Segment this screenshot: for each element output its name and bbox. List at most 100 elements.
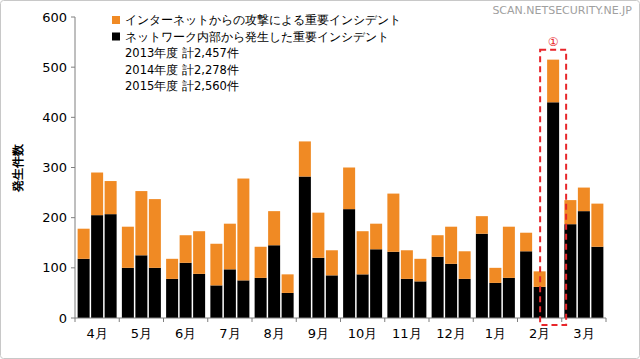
x-tick-label: 11月 [392,326,422,341]
x-tick [252,318,253,322]
legend-marker [112,33,120,41]
y-tick-label: 0 [59,311,67,326]
y-tick-label: 400 [42,110,67,125]
bar-segment [91,215,103,318]
chart: 0100200300400500600発生件数4月5月6月7月8月9月10月11… [0,0,640,359]
source: SCAN.NETSECURITY.NE.JP [492,4,632,17]
bar-segment [268,245,280,318]
bar-segment [547,60,559,103]
bar-segment [387,252,399,318]
bar-segment [193,231,205,274]
frame [1,1,640,359]
bar-segment [401,250,413,279]
x-tick [429,318,430,322]
bar-segment [122,268,134,318]
bar-segment [343,168,355,210]
bar-segment [224,269,236,318]
x-tick [384,318,385,322]
bar-segment [193,274,205,318]
y-axis-label: 発生件数 [11,143,25,193]
legend-label: ネットワーク内部から発生した重要インシデント [125,30,389,44]
x-tick-label: 8月 [263,326,284,341]
y-tick-label: 600 [42,10,67,25]
bar-segment [445,227,457,264]
legend-marker [112,16,120,24]
bar-segment [432,257,444,318]
bar-segment [166,259,178,279]
legend-marker [112,49,120,57]
y-tick [71,318,75,319]
bar-segment [255,278,267,318]
bar-segment [520,233,532,252]
bar-segment [105,181,117,214]
bar-segment [489,268,501,283]
x-tick [606,318,607,322]
x-tick [340,318,341,322]
bar-segment [459,279,471,318]
bar-segment [445,264,457,318]
x-tick-label: 10月 [348,326,378,341]
bar-segment [591,204,603,247]
x-tick-label: 5月 [131,326,152,341]
bar-segment [299,141,311,176]
bar-segment [578,211,590,318]
bar-segment [370,249,382,318]
legend-group-label: 2014年度 計2,278件 [125,63,239,77]
y-tick [71,267,75,268]
x-tick [561,318,562,322]
bar-segment [282,293,294,318]
legend-label: インターネットからの攻撃による重要インシデント [125,13,401,27]
x-tick-label: 12月 [436,326,466,341]
bar-segment [312,258,324,318]
bar-segment [237,179,249,281]
bar-segment [343,209,355,318]
page: {"chart_data": { "type": "bar", "stacked… [0,0,640,359]
x-tick [207,318,208,322]
bar-segment [149,268,161,318]
bar-segment [149,199,161,268]
x-tick [119,318,120,322]
bar-segment [282,274,294,293]
annotation-box [540,50,566,325]
x-tick-label: 9月 [308,326,329,341]
y-tick [71,17,75,18]
bar-segment [387,194,399,252]
bar-segment [299,177,311,318]
y-tick [71,217,75,218]
x-tick-label: 1月 [485,326,506,341]
bar-segment [210,285,222,318]
x-tick [75,318,76,322]
x-axis: 4月5月6月7月8月9月10月11月12月1月2月3月 [75,318,606,341]
bar-segment [255,247,267,278]
bar-segment [91,173,103,216]
legend-marker [112,82,120,90]
bar-segment [432,235,444,257]
bar-segment [414,259,426,282]
bar-segment [578,188,590,212]
bar-segment [224,224,236,270]
bar-segment [166,279,178,318]
y-tick [71,167,75,168]
y-tick-label: 100 [42,260,67,275]
bar-segment [312,213,324,258]
bar-segment [357,231,369,274]
bar-segment [210,244,222,286]
bars [78,60,604,318]
bar-segment [180,263,192,318]
x-tick [163,318,164,322]
bar-segment [268,211,280,245]
y-tick-label: 500 [42,60,67,75]
x-tick-label: 4月 [86,326,107,341]
bar-segment [414,281,426,318]
annotation: ① [540,35,566,325]
x-tick-label: 7月 [219,326,240,341]
bar-segment [135,255,147,318]
bar-segment [180,235,192,263]
bar-segment [591,247,603,318]
bar-segment [489,283,501,318]
bar-segment [326,275,338,318]
annotation-label: ① [548,35,559,49]
bar-segment [476,234,488,318]
y-tick-label: 200 [42,210,67,225]
legend: インターネットからの攻撃による重要インシデントネットワーク内部から発生した重要イ… [112,13,401,93]
